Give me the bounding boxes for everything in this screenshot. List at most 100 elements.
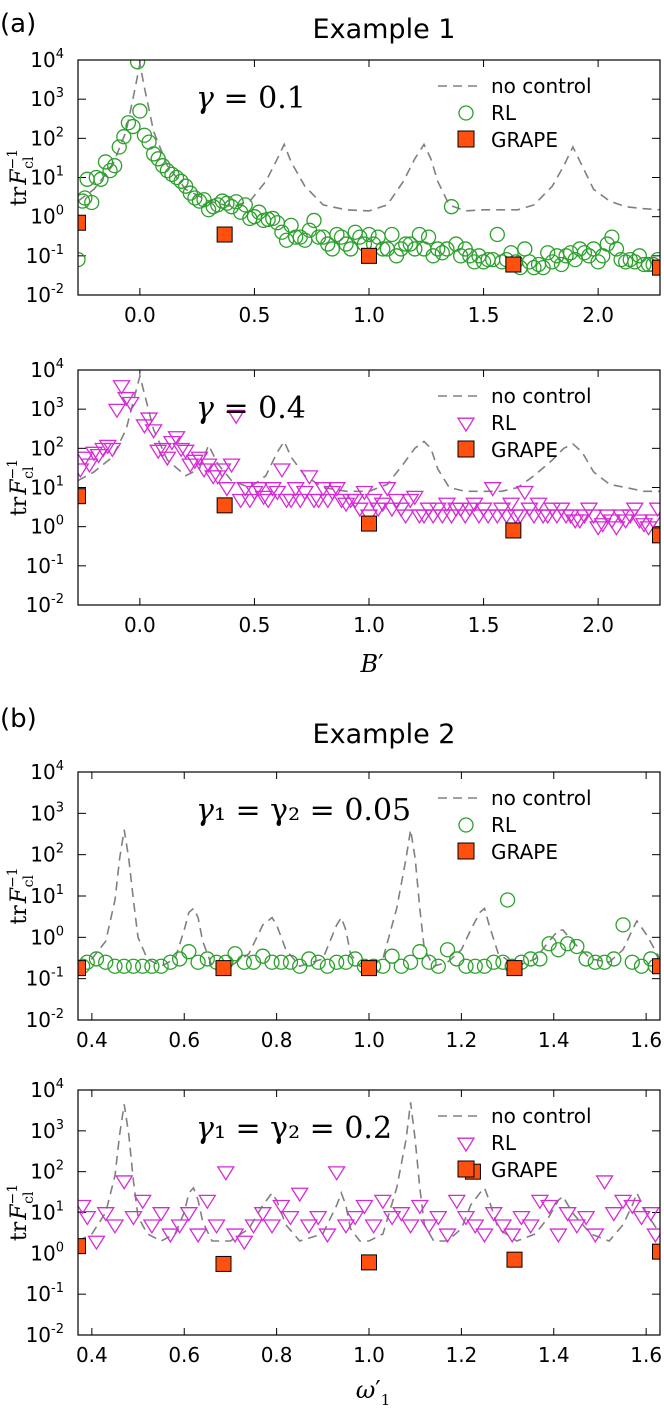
x-tick-label: 1.4 — [538, 1028, 570, 1052]
rl-point — [135, 419, 154, 434]
legend-rl-marker — [458, 105, 474, 121]
rl-point — [226, 409, 246, 425]
rl-point — [547, 509, 567, 525]
rl-point — [607, 521, 626, 536]
gamma-symbol: γ — [196, 81, 214, 116]
x-tick-label: 0.0 — [124, 613, 156, 637]
rl-point — [398, 236, 414, 252]
y-tick-exponent: -2 — [51, 592, 64, 607]
rl-point — [268, 485, 287, 501]
y-tick-base: 10 — [30, 48, 55, 72]
rl-point — [320, 236, 336, 252]
rl-point — [208, 470, 227, 485]
rl-point — [584, 509, 603, 525]
rl-point — [407, 241, 423, 257]
y-tick-exponent: 1 — [56, 1200, 64, 1215]
rl-point — [254, 490, 273, 506]
rl-point — [526, 259, 542, 276]
rl-point — [636, 256, 652, 273]
ylabel-trace: tr — [7, 1221, 32, 1241]
rl-point — [484, 1207, 503, 1222]
grape-point — [506, 1251, 523, 1268]
legend-rl-marker — [458, 817, 474, 833]
y-tick-label: 100 — [30, 204, 64, 229]
rl-point — [133, 1194, 152, 1210]
grape-point — [215, 960, 232, 977]
y-tick-label: 102 — [30, 435, 64, 460]
legend-rl-marker — [456, 1137, 476, 1153]
legend-grape-marker — [457, 130, 475, 148]
rl-point — [606, 951, 622, 967]
rl-point — [458, 958, 474, 974]
rl-point — [319, 958, 336, 974]
rl-point — [401, 493, 420, 509]
rl-point — [200, 202, 217, 218]
y-tick-base: 10 — [30, 515, 55, 539]
rl-point — [493, 1219, 513, 1235]
rl-point — [465, 497, 484, 513]
x-tick-label: 0.6 — [168, 1028, 200, 1052]
rl-point — [299, 1219, 319, 1235]
rl-point — [125, 958, 142, 974]
rl-point — [393, 958, 409, 974]
rl-point — [236, 482, 255, 497]
gamma-annotation: γ = 0.4 — [196, 391, 306, 426]
y-tick-base: 10 — [26, 1008, 51, 1032]
data-layer — [78, 60, 660, 276]
rl-point — [309, 493, 328, 509]
rl-point — [364, 1219, 383, 1235]
rl-point — [621, 509, 640, 525]
ylabel-sub: cl — [21, 156, 37, 169]
rl-point — [207, 1219, 226, 1235]
y-tick-exponent: -1 — [51, 553, 64, 568]
rl-point — [124, 1211, 143, 1226]
rl-point — [578, 951, 594, 967]
rl-point — [168, 169, 185, 186]
rl-point — [181, 944, 197, 960]
rl-point — [430, 241, 446, 257]
ylabel-sub: cl — [21, 1191, 37, 1204]
rl-point — [569, 938, 585, 955]
grape-point — [652, 1243, 660, 1260]
rl-point — [245, 485, 264, 501]
rl-point — [185, 454, 205, 470]
plot-frame — [77, 59, 661, 296]
ylabel-sup: −1 — [5, 867, 21, 888]
rl-point — [643, 514, 660, 529]
y-tick-base: 10 — [26, 967, 51, 991]
rl-point — [434, 245, 450, 261]
rl-point — [613, 1194, 633, 1210]
rl-point — [199, 458, 218, 474]
gamma-symbol: γ — [196, 391, 214, 426]
grape-point — [78, 488, 86, 505]
y-tick-exponent: 3 — [56, 1118, 64, 1133]
rl-point — [306, 212, 322, 229]
rl-point — [641, 1207, 660, 1222]
rl-point — [355, 1199, 374, 1215]
rl-point — [144, 424, 163, 439]
ylabel-sup: −1 — [5, 459, 21, 480]
rl-point — [593, 518, 612, 533]
y-tick-base: 10 — [30, 801, 55, 825]
rl-point — [170, 1219, 189, 1235]
rl-point — [595, 1175, 614, 1190]
rl-point — [387, 493, 406, 509]
rl-point — [646, 1228, 660, 1244]
rl-point — [625, 502, 644, 518]
y-tick-label: 103 — [30, 86, 64, 111]
rl-point — [190, 954, 206, 970]
rl-point — [535, 259, 551, 276]
legend-grape-label: GRAPE — [491, 1158, 558, 1182]
x-tick-label: 2.0 — [582, 303, 614, 327]
rl-point — [176, 444, 195, 460]
panel-a-label: (a) — [0, 9, 36, 39]
rl-point — [145, 146, 162, 162]
rl-point — [187, 190, 203, 206]
y-tick-label: 102 — [30, 842, 64, 867]
rl-point — [263, 482, 282, 497]
y-tick-exponent: 4 — [56, 47, 64, 62]
rl-point — [102, 162, 118, 179]
rl-point — [158, 451, 177, 467]
rl-point — [96, 1207, 115, 1222]
rl-point — [116, 958, 132, 974]
